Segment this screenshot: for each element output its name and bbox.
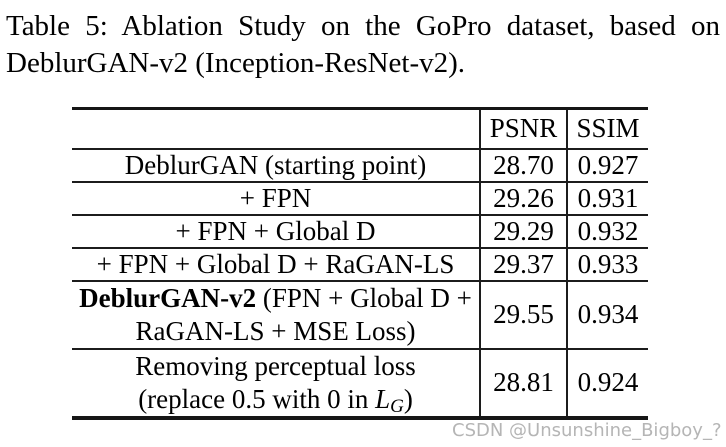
psnr-cell: 29.29	[479, 214, 567, 249]
psnr-cell: 29.26	[479, 181, 567, 216]
table-row-fpn-globald: + FPN + Global D 29.29 0.932	[72, 214, 648, 249]
ssim-cell: 0.933	[566, 247, 648, 282]
table-row-fpn: + FPN 29.26 0.931	[72, 181, 648, 216]
method-cell: + FPN + Global D + RaGAN-LS	[72, 247, 480, 282]
method-line-2: (replace 0.5 with 0 in LG)	[72, 383, 479, 416]
method-cell: + FPN + Global D	[72, 214, 480, 249]
method-line-2-post: )	[403, 383, 413, 414]
caption-line-2: DeblurGAN-v2 (Inception-ResNet-v2).	[6, 47, 466, 79]
table-caption: Table 5: Ablation Study on the GoPro dat…	[6, 8, 720, 82]
caption-line-1: Table 5: Ablation Study on the GoPro dat…	[6, 10, 720, 42]
ssim-header-cell: SSIM	[566, 108, 648, 150]
method-cell: DeblurGAN (starting point)	[72, 148, 480, 183]
ssim-cell: 0.931	[566, 181, 648, 216]
math-loss-symbol: L	[375, 383, 391, 414]
ssim-cell: 0.924	[566, 348, 648, 419]
method-line-1: DeblurGAN-v2 (FPN + Global D +	[72, 282, 479, 315]
watermark: CSDN @Unsunshine_Bigboy_?	[452, 420, 722, 441]
method-header-cell	[72, 108, 480, 150]
table-row-removing-perceptual-loss: Removing perceptual loss (replace 0.5 wi…	[72, 348, 648, 419]
psnr-cell: 28.81	[479, 348, 567, 419]
method-cell: Removing perceptual loss (replace 0.5 wi…	[72, 348, 480, 419]
header-row: PSNR SSIM	[72, 108, 648, 150]
table-row-deblurgan-v2: DeblurGAN-v2 (FPN + Global D + RaGAN-LS …	[72, 280, 648, 350]
table-row-fpn-globald-ragan: + FPN + Global D + RaGAN-LS 29.37 0.933	[72, 247, 648, 282]
ablation-table: PSNR SSIM DeblurGAN (starting point) 28.…	[72, 107, 648, 420]
method-cell: DeblurGAN-v2 (FPN + Global D + RaGAN-LS …	[72, 280, 480, 350]
psnr-header-cell: PSNR	[479, 108, 567, 150]
psnr-cell: 28.70	[479, 148, 567, 183]
math-loss-subscript: G	[390, 396, 404, 418]
method-line-1-rest: (FPN + Global D +	[256, 282, 472, 313]
method-cell: + FPN	[72, 181, 480, 216]
method-line-1: Removing perceptual loss	[135, 350, 416, 381]
psnr-cell: 29.55	[479, 280, 567, 350]
method-name-bold: DeblurGAN-v2	[79, 282, 257, 313]
method-line-2-pre: (replace 0.5 with 0 in	[138, 383, 376, 414]
psnr-cell: 29.37	[479, 247, 567, 282]
ssim-cell: 0.927	[566, 148, 648, 183]
ssim-cell: 0.932	[566, 214, 648, 249]
method-line-2: RaGAN-LS + MSE Loss)	[135, 315, 416, 346]
ssim-cell: 0.934	[566, 280, 648, 350]
table-row-deblurgan-start: DeblurGAN (starting point) 28.70 0.927	[72, 148, 648, 183]
